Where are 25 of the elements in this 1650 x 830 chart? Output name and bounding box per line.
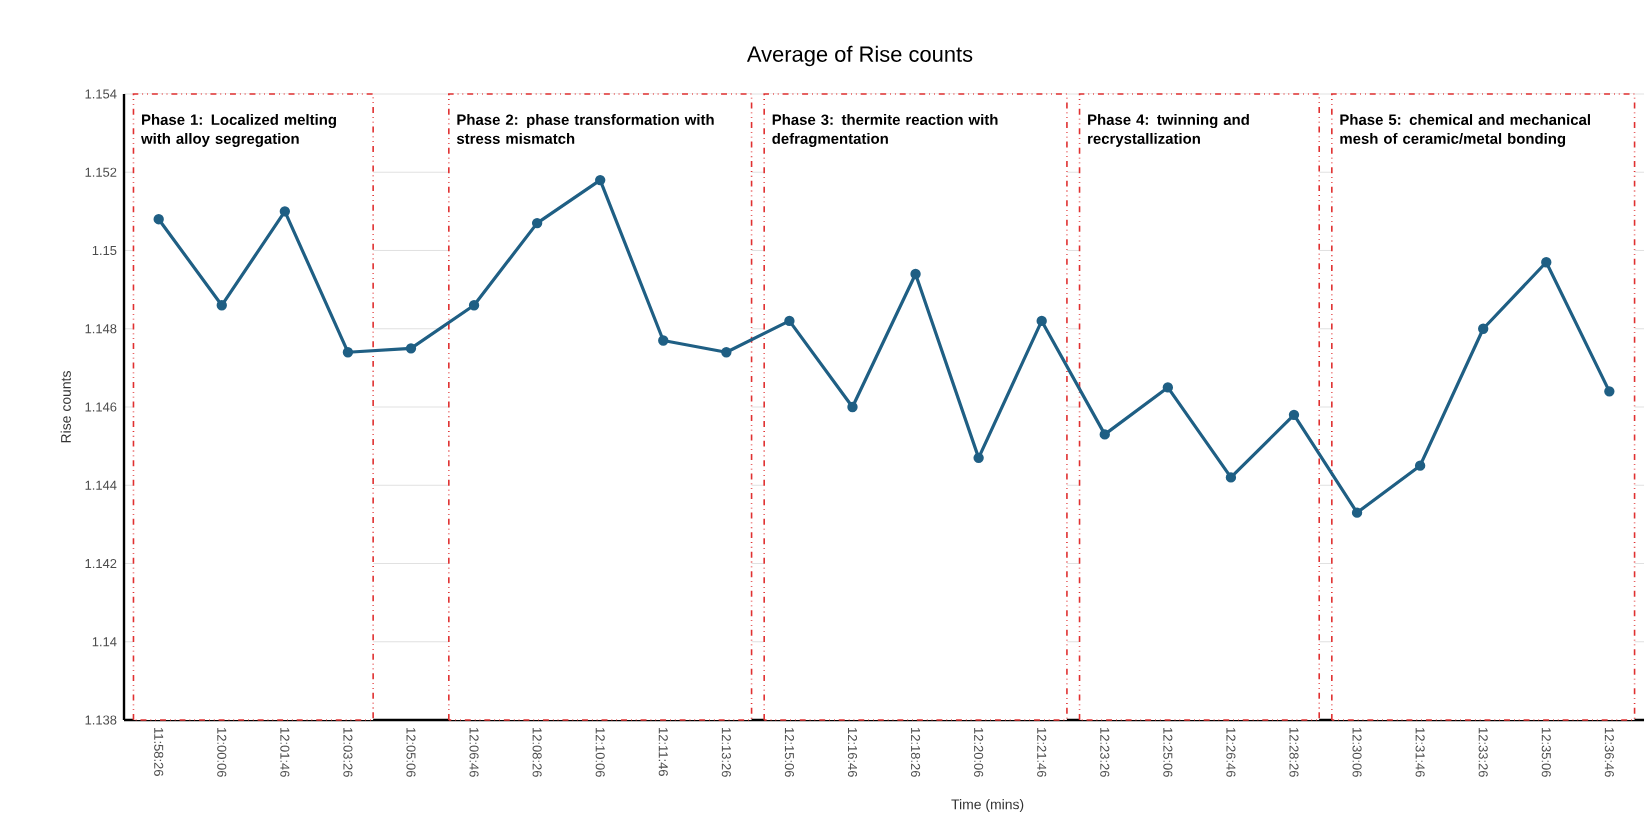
point [531,217,543,229]
point [1036,315,1047,327]
point [1351,507,1363,518]
point [847,401,858,413]
point [784,315,795,327]
point [1414,460,1426,471]
point [910,268,921,280]
point [1162,382,1174,393]
point [658,335,669,346]
point [1541,257,1552,268]
point [153,214,164,225]
point [973,452,984,464]
point [468,300,480,311]
point [1288,409,1300,421]
point [1225,472,1237,483]
point [216,300,227,311]
point [1478,323,1489,334]
point [1099,429,1110,440]
point [721,347,732,358]
point [595,174,606,186]
point [405,343,417,354]
point [1604,386,1615,397]
chart-title: Average of Rise counts [746,45,973,67]
point [279,206,291,217]
point [342,347,354,358]
